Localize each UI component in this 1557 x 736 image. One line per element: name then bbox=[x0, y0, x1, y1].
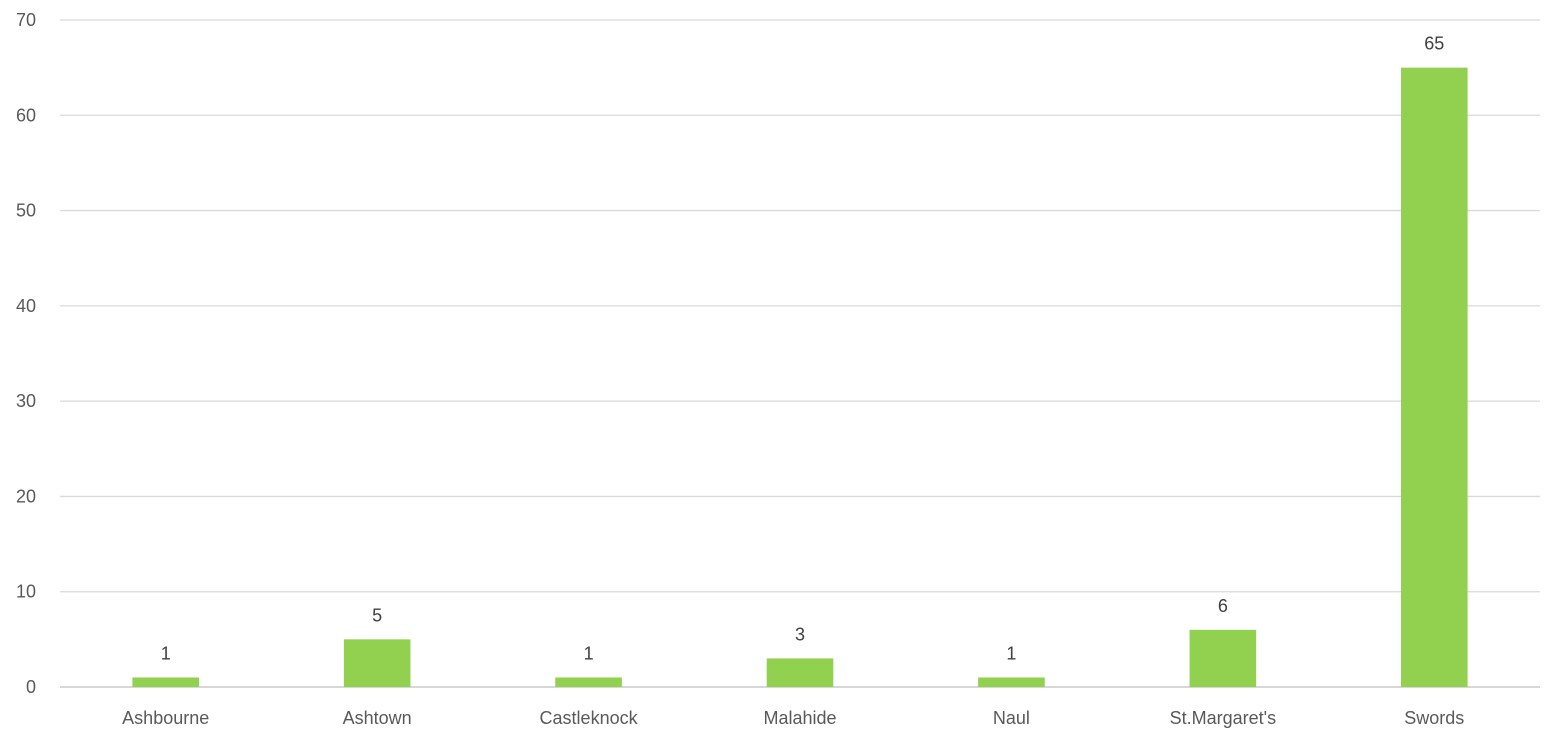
bar-ashtown bbox=[343, 639, 411, 687]
data-label: 6 bbox=[1218, 596, 1228, 616]
x-tick-label: Castleknock bbox=[540, 708, 639, 728]
data-label: 1 bbox=[161, 643, 171, 663]
x-tick-label: Swords bbox=[1404, 708, 1464, 728]
x-tick-label: Naul bbox=[993, 708, 1030, 728]
bar-st-margaret-s bbox=[1189, 629, 1257, 687]
y-tick-label: 10 bbox=[16, 582, 36, 602]
bar-castleknock bbox=[555, 677, 622, 687]
y-axis-tick-labels: 0 10 20 30 40 50 60 70 bbox=[16, 10, 36, 697]
y-tick-label: 40 bbox=[16, 296, 36, 316]
x-tick-label: Ashbourne bbox=[122, 708, 209, 728]
x-tick-label: Malahide bbox=[763, 708, 836, 728]
data-labels: 1 5 1 3 1 6 65 bbox=[161, 34, 1445, 664]
y-tick-label: 30 bbox=[16, 391, 36, 411]
y-tick-label: 60 bbox=[16, 105, 36, 125]
y-tick-label: 20 bbox=[16, 486, 36, 506]
data-label: 65 bbox=[1424, 34, 1444, 54]
bar-naul bbox=[978, 677, 1045, 687]
bars bbox=[132, 67, 1468, 687]
x-axis-category-labels: Ashbourne Ashtown Castleknock Malahide Naul S… bbox=[122, 708, 1464, 728]
y-tick-label: 50 bbox=[16, 201, 36, 221]
data-label: 3 bbox=[795, 624, 805, 644]
x-tick-label: St.Margaret's bbox=[1170, 708, 1276, 728]
data-label: 1 bbox=[584, 643, 594, 663]
data-label: 5 bbox=[372, 605, 382, 625]
bar-ashbourne bbox=[132, 677, 200, 687]
data-label: 1 bbox=[1006, 643, 1016, 663]
gridlines bbox=[60, 19, 1540, 688]
bar-swords bbox=[1400, 67, 1468, 687]
y-tick-label: 0 bbox=[26, 677, 36, 697]
bar-malahide bbox=[766, 658, 834, 687]
y-tick-label: 70 bbox=[16, 10, 36, 30]
x-tick-label: Ashtown bbox=[343, 708, 412, 728]
